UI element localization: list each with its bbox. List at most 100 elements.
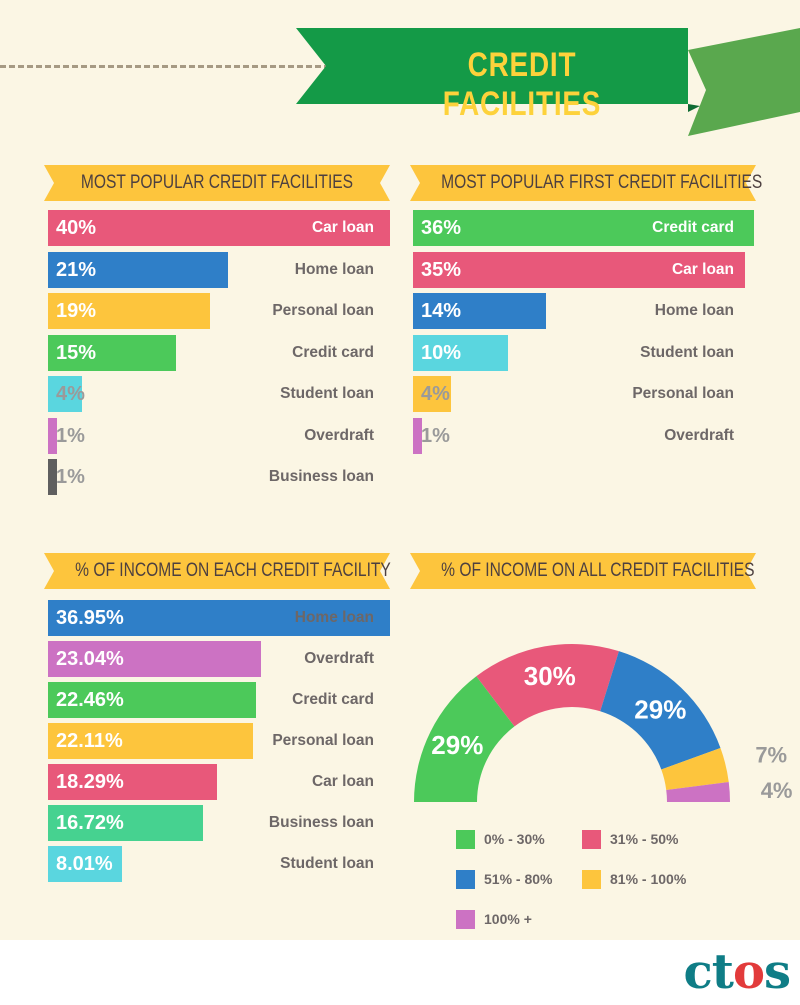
bar-value-label: 4%	[421, 383, 450, 405]
legend-swatch	[456, 870, 475, 889]
bar-value-label: 35%	[421, 258, 462, 281]
bar-row: 10% Student loan	[413, 334, 754, 371]
bar-value-label: 36%	[421, 217, 462, 239]
bar	[48, 723, 253, 759]
ctos-logo: ctos	[683, 944, 791, 1000]
donut-legend: 0% - 30% 31% - 50% 51% - 80% 81% - 100% 100%…	[456, 830, 756, 930]
bar-row: 36.95% Home loan	[48, 600, 390, 636]
bar-category-label: Credit card	[292, 691, 374, 708]
chart-2-title: MOST POPULAR FIRST CREDIT FACILITIES	[441, 172, 763, 193]
donut-slice-label: 4%	[761, 778, 793, 803]
half-donut-chart: 29% 30% 29% 7% 4%	[414, 644, 793, 803]
bar-category-label: Overdraft	[304, 426, 374, 444]
bar-value-label: 16.72%	[56, 812, 124, 834]
legend-swatch	[456, 910, 475, 929]
donut-slice-label: 30%	[524, 661, 576, 691]
bar-value-label: 10%	[421, 341, 462, 364]
bar	[48, 293, 210, 329]
legend-label: 51% - 80%	[484, 871, 553, 887]
ribbon-chart-3: % OF INCOME ON EACH CREDIT FACILITY	[44, 553, 391, 589]
donut-slice-label: 29%	[431, 730, 483, 760]
bar-category-label: Home loan	[294, 260, 374, 278]
donut-slice	[476, 644, 619, 727]
legend-swatch	[456, 830, 475, 849]
donut-slice	[414, 676, 515, 802]
dashed-divider	[0, 65, 330, 68]
bar-value-label: 8.01%	[56, 853, 113, 875]
bar-category-label: Personal loan	[272, 302, 374, 319]
donut-slice	[666, 781, 730, 802]
bar-value-label: 15%	[56, 341, 97, 364]
ribbon-chart-4: % OF INCOME ON ALL CREDIT FACILITIES	[410, 553, 756, 589]
bar-value-label: 1%	[421, 424, 450, 447]
bar-row: 16.72% Business loan	[48, 805, 390, 841]
bar-category-label: Student loan	[280, 385, 374, 402]
bar-chart-first-credit: 36% Credit card 35% Car loan 14% Home loan 10%…	[413, 210, 754, 460]
bar-row: 23.04% Overdraft	[48, 641, 390, 677]
bar	[48, 600, 390, 636]
bar-value-label: 19%	[56, 300, 97, 322]
bar-row: 8.01% Student loan	[48, 846, 390, 882]
bar	[48, 846, 122, 882]
bar	[48, 417, 57, 454]
bar-value-label: 1%	[56, 424, 85, 447]
bar-category-label: Business loan	[268, 468, 374, 485]
bar-category-label: Home loan	[654, 302, 734, 319]
bar	[413, 417, 422, 454]
bar	[413, 293, 546, 329]
bar	[413, 251, 745, 288]
bar-value-label: 14%	[421, 300, 462, 322]
legend-label: 100% +	[484, 911, 532, 927]
bar-category-label: Credit card	[652, 219, 734, 236]
ribbon-chart-1: MOST POPULAR CREDIT FACILITIES	[44, 165, 390, 201]
donut-slice	[661, 747, 729, 790]
bar-row: 14% Home loan	[413, 293, 754, 329]
bar	[48, 334, 176, 371]
banner-shape	[296, 28, 800, 136]
bar-category-label: Student loan	[280, 855, 374, 872]
donut-slice-label: 29%	[634, 694, 686, 724]
donut-slice	[600, 651, 721, 770]
bar-row: 22.46% Credit card	[48, 682, 390, 718]
bar-row: 22.11% Personal loan	[48, 723, 390, 759]
bar-value-label: 36.95%	[56, 607, 124, 629]
legend-label: 0% - 30%	[484, 831, 545, 847]
chart-1-title: MOST POPULAR CREDIT FACILITIES	[80, 172, 354, 193]
bar-row: 4% Personal loan	[413, 376, 754, 412]
chart-4-title: % OF INCOME ON ALL CREDIT FACILITIES	[441, 560, 755, 581]
bar-category-label: Student loan	[640, 343, 734, 361]
bar	[48, 459, 57, 495]
bar-category-label: Credit card	[292, 343, 374, 361]
bar-row: 15% Credit card	[48, 334, 390, 371]
bar-category-label: Car loan	[311, 219, 374, 236]
bar-row: 18.29% Car loan	[48, 764, 390, 800]
bar-row: 1% Business loan	[48, 459, 390, 495]
bar-value-label: 1%	[56, 466, 85, 488]
bar	[413, 210, 754, 246]
legend-swatch	[582, 830, 601, 849]
ribbon-chart-2: MOST POPULAR FIRST CREDIT FACILITIES	[410, 165, 763, 201]
legend-label: 31% - 50%	[610, 831, 679, 847]
bar-row: 1% Overdraft	[413, 417, 754, 454]
bar-value-label: 22.46%	[56, 689, 124, 711]
bar-value-label: 23.04%	[56, 648, 124, 670]
page-title: CREDIT FACILITIES	[442, 46, 602, 123]
bar-category-label: Personal loan	[632, 385, 734, 402]
bar-value-label: 4%	[56, 383, 85, 405]
bar-value-label: 22.11%	[56, 730, 123, 752]
bar-row: 19% Personal loan	[48, 293, 390, 329]
donut-slice-label: 7%	[755, 743, 787, 768]
chart-3-title: % OF INCOME ON EACH CREDIT FACILITY	[75, 560, 391, 581]
bar	[413, 334, 508, 371]
bar-category-label: Overdraft	[664, 426, 734, 444]
bar-category-label: Overdraft	[304, 650, 374, 667]
bar	[48, 251, 228, 288]
bar-row: 35% Car loan	[413, 251, 754, 288]
bar-row: 40% Car loan	[48, 210, 390, 246]
bar	[48, 376, 82, 412]
bar-row: 36% Credit card	[413, 210, 754, 246]
bar	[48, 805, 203, 841]
legend-label: 81% - 100%	[610, 871, 687, 887]
bar-chart-income-each: 36.95% Home loan 23.04% Overdraft 22.46% Cred…	[48, 600, 390, 890]
bar-row: 21% Home loan	[48, 251, 390, 288]
